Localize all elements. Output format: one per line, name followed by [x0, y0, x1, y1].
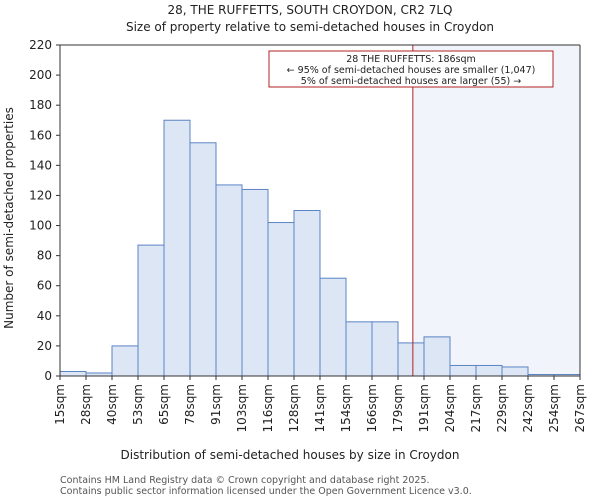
- x-tick-label: 53sqm: [131, 384, 145, 425]
- histogram-bar: [293, 210, 321, 377]
- x-tick-label: 103sqm: [235, 384, 249, 432]
- y-tick-label: 40: [37, 309, 52, 323]
- y-tick-label: 120: [29, 188, 52, 202]
- y-tick-label: 140: [29, 158, 52, 172]
- y-tick-label: 200: [29, 68, 52, 82]
- histogram-bar: [189, 142, 217, 377]
- bars-group: [59, 119, 581, 377]
- histogram-bar: [345, 321, 373, 377]
- histogram-bar: [449, 364, 477, 377]
- x-tick-label: 15sqm: [53, 384, 67, 425]
- histogram-bar: [241, 188, 269, 377]
- larger-properties-shade: [412, 45, 580, 376]
- x-tick-label: 166sqm: [365, 384, 379, 432]
- histogram-bar: [215, 184, 243, 377]
- histogram-bar: [267, 222, 295, 377]
- x-tick-label: 65sqm: [157, 384, 171, 425]
- footer-copyright: Contains HM Land Registry data © Crown c…: [60, 475, 430, 486]
- x-tick-label: 128sqm: [287, 384, 301, 432]
- histogram-bar: [59, 370, 87, 377]
- x-tick-label: 91sqm: [209, 384, 223, 425]
- y-tick-label: 60: [37, 279, 52, 293]
- histogram-bar: [397, 342, 425, 377]
- footer-licence: Contains public sector information licen…: [60, 486, 472, 497]
- x-tick-label: 179sqm: [391, 384, 405, 432]
- x-tick-label: 40sqm: [105, 384, 119, 425]
- y-tick-label: 100: [29, 219, 52, 233]
- x-tick-label: 28sqm: [79, 384, 93, 425]
- histogram-bar: [163, 119, 191, 377]
- histogram-bar: [111, 345, 139, 377]
- x-tick-label: 217sqm: [469, 384, 483, 432]
- y-tick-label: 220: [29, 38, 52, 52]
- annotation-box: [268, 50, 554, 88]
- chart-title-subtitle: Size of property relative to semi-detach…: [126, 20, 494, 34]
- y-tick-label: 0: [44, 369, 52, 383]
- annotation-line-3: 5% of semi-detached houses are larger (5…: [301, 76, 521, 87]
- x-tick-label: 116sqm: [261, 384, 275, 432]
- x-tick-label: 191sqm: [417, 384, 431, 432]
- x-tick-label: 254sqm: [547, 384, 561, 432]
- histogram-bar: [475, 364, 503, 377]
- x-tick-label: 242sqm: [521, 384, 535, 432]
- histogram-bar: [501, 366, 529, 377]
- x-tick-label: 267sqm: [573, 384, 587, 432]
- x-tick-label: 154sqm: [339, 384, 353, 432]
- histogram-bar: [423, 336, 451, 377]
- annotation-line-1: 28 THE RUFFETTS: 186sqm: [346, 54, 476, 65]
- histogram-bar: [371, 321, 399, 377]
- x-tick-label: 78sqm: [183, 384, 197, 425]
- x-axis: 15sqm 28sqm 40sqm 53sqm 65sqm 78sqm 91sqm 103sq…: [53, 376, 587, 432]
- y-tick-label: 20: [37, 339, 52, 353]
- histogram-bar: [137, 244, 165, 377]
- y-tick-label: 80: [37, 249, 52, 263]
- annotation-line-2: ← 95% of semi-detached houses are smalle…: [287, 65, 536, 76]
- x-tick-label: 204sqm: [443, 384, 457, 432]
- y-axis: 0 20 40 60 80 100 120 140 160 180 200 220: [29, 38, 60, 383]
- x-axis-label: Distribution of semi-detached houses by …: [121, 448, 460, 462]
- chart-title-address: 28, THE RUFFETTS, SOUTH CROYDON, CR2 7LQ: [168, 3, 453, 17]
- x-tick-label: 141sqm: [313, 384, 327, 432]
- y-axis-label: Number of semi-detached properties: [2, 107, 16, 329]
- y-tick-label: 160: [29, 128, 52, 142]
- y-tick-label: 180: [29, 98, 52, 112]
- x-tick-label: 229sqm: [495, 384, 509, 432]
- histogram-bar: [319, 277, 347, 377]
